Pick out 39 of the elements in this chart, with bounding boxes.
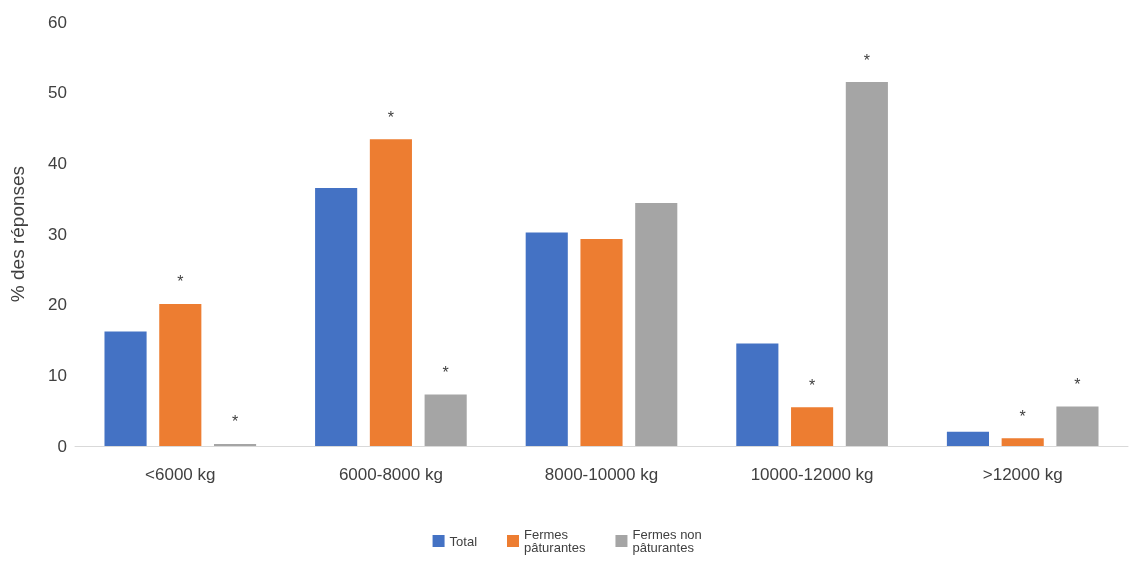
legend-label: Fermes pâturantes (524, 527, 586, 555)
bar (424, 394, 467, 446)
bar (369, 139, 412, 446)
bar (104, 331, 147, 446)
data-label: * (231, 413, 239, 431)
data-label: * (1019, 407, 1026, 425)
data-label: * (442, 363, 449, 381)
bar (214, 443, 257, 446)
bar (1056, 406, 1099, 446)
y-tick-label: 0 (57, 436, 67, 456)
x-tick-label: 10000-12000 kg (750, 465, 874, 484)
bar (635, 202, 678, 446)
bar (946, 431, 989, 446)
bar (736, 343, 779, 446)
data-label: * (1074, 375, 1081, 393)
legend-label: Fermes non pâturantes (632, 527, 706, 555)
x-tick-label: <6000 kg (145, 465, 216, 484)
y-tick-label: 50 (48, 83, 67, 103)
data-label: * (177, 273, 184, 291)
data-label: * (387, 108, 395, 126)
bar (159, 303, 202, 446)
data-label: * (863, 51, 870, 69)
data-label: * (808, 376, 816, 394)
bar (1001, 438, 1044, 446)
y-tick-label: 40 (48, 153, 67, 173)
y-tick-label: 10 (48, 365, 67, 385)
x-tick-label: >12000 kg (982, 465, 1063, 484)
bar (580, 238, 623, 446)
bar (315, 188, 358, 446)
y-tick-label: 30 (48, 224, 67, 244)
legend-label: Total (449, 533, 478, 549)
bar (525, 232, 568, 446)
bar (791, 407, 834, 446)
y-axis-title: % des réponses (7, 165, 28, 303)
bar (845, 82, 888, 446)
y-tick-label: 20 (48, 295, 67, 315)
y-tick-label: 60 (48, 12, 67, 32)
x-tick-label: 8000-10000 kg (544, 465, 659, 484)
x-tick-label: 6000-8000 kg (338, 465, 443, 484)
